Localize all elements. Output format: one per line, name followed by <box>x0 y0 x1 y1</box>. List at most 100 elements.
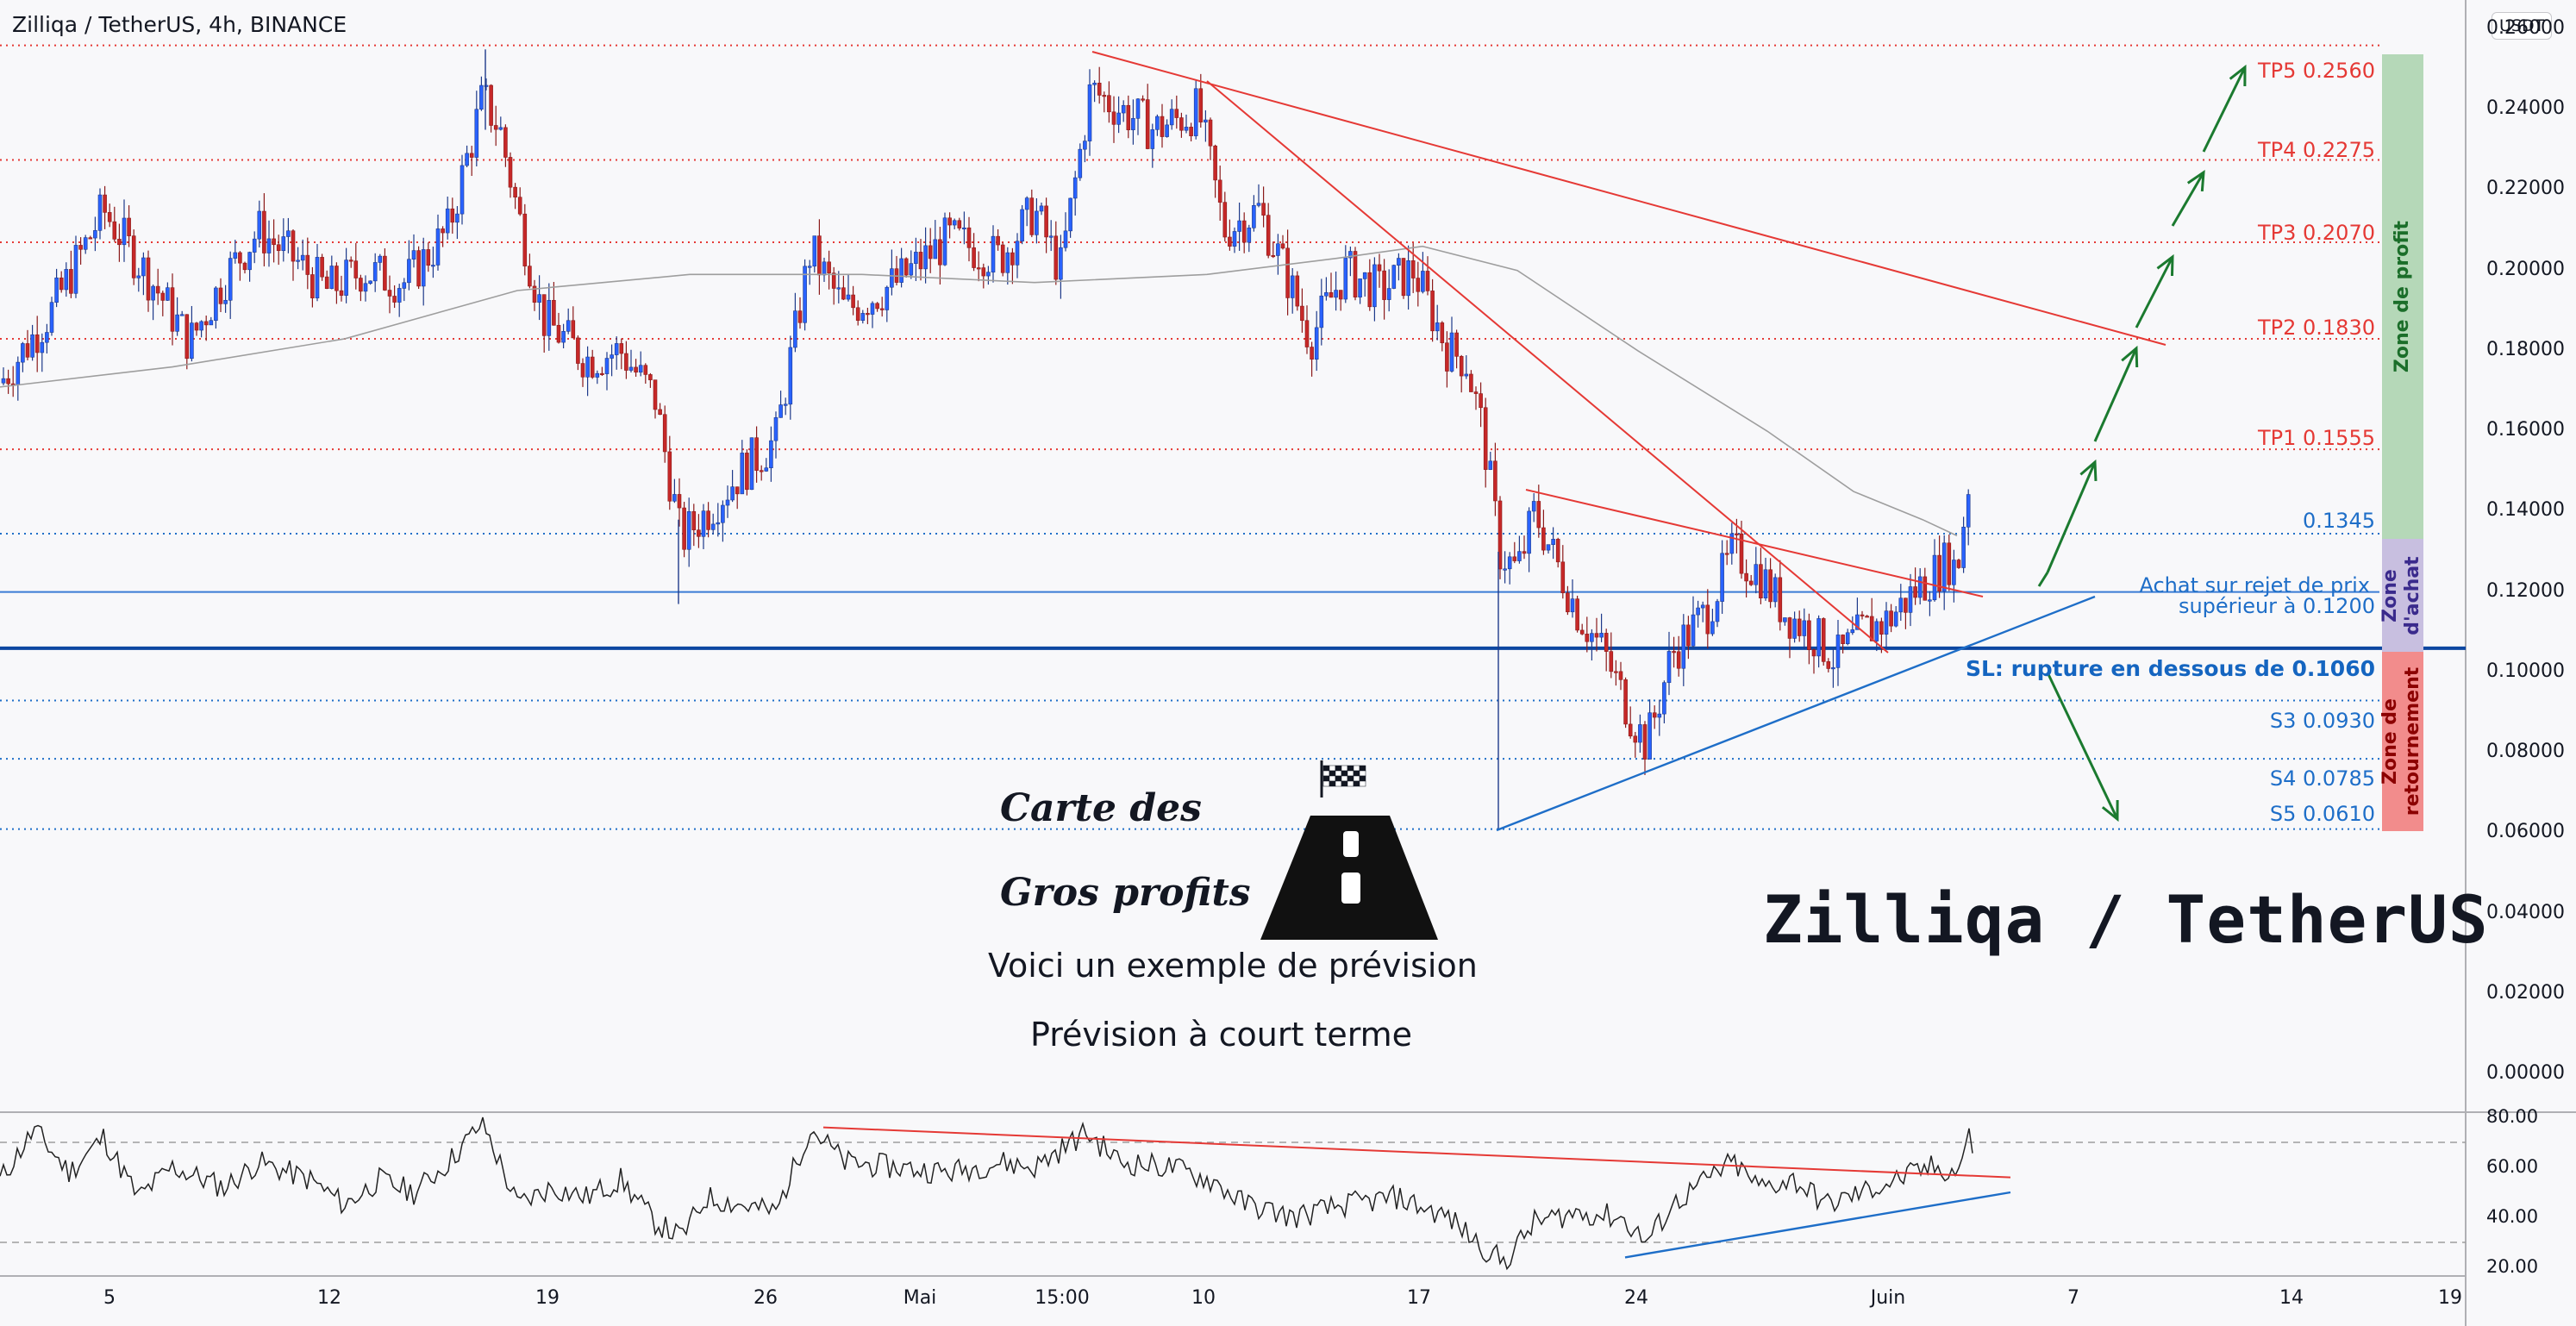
candle-body <box>585 356 590 378</box>
candle-body <box>701 510 706 537</box>
candle-body <box>1512 556 1517 561</box>
candle-body <box>1657 713 1662 718</box>
tp1-label: TP1 0.1555 <box>2257 426 2375 450</box>
candle-body <box>1768 569 1773 603</box>
candle-body <box>383 255 387 291</box>
brand-icons <box>1260 760 1438 940</box>
pair-watermark: Zilliqa / TetherUS <box>1763 881 2489 958</box>
note-line2: Prévision à court terme <box>1030 1016 1413 1054</box>
currency-badge[interactable]: USDT <box>2492 12 2553 40</box>
forecast-arrow-down-head <box>2101 799 2119 822</box>
price-tick-label: 0.10000 <box>2486 660 2565 682</box>
candle-body <box>648 374 653 380</box>
forecast-arrow-4-head <box>2186 170 2205 192</box>
candle-body <box>1932 554 1937 601</box>
candle-body <box>517 197 522 215</box>
candle-body <box>1416 278 1421 292</box>
candle-body <box>851 294 855 309</box>
candle-body <box>628 366 634 371</box>
candle-body <box>1961 526 1966 568</box>
candle-body <box>1445 342 1449 372</box>
candle-body <box>1807 620 1811 650</box>
flag-cell <box>1329 775 1336 782</box>
candle-body <box>1107 95 1111 113</box>
buy-zone: Zone d'achat <box>2379 539 2423 652</box>
s5-label: S5 0.0610 <box>2269 802 2375 826</box>
candle-body <box>329 266 335 290</box>
candle-body <box>1898 597 1904 613</box>
candle-body <box>1358 278 1362 297</box>
forecast-arrow-4 <box>2171 172 2205 227</box>
candle-body <box>122 217 127 246</box>
candle-body <box>706 510 710 530</box>
candle-body <box>1715 601 1720 622</box>
candle-body <box>1763 569 1768 599</box>
candle-body <box>1551 539 1555 545</box>
candle-body <box>1850 629 1855 634</box>
candle-body <box>812 235 817 267</box>
chart-title: Zilliqa / TetherUS, 4h, BINANCE <box>12 12 347 37</box>
candle-body <box>1362 272 1367 279</box>
candle-body <box>885 286 890 310</box>
candle-body <box>184 314 190 360</box>
candle-body <box>1189 127 1193 136</box>
candle-body <box>484 84 489 87</box>
flag-cell <box>1329 765 1336 772</box>
candle-body <box>1010 252 1015 266</box>
candle-body <box>1493 460 1497 502</box>
candle-body <box>34 334 40 353</box>
time-tick-label: 26 <box>753 1287 778 1309</box>
candle-body <box>435 228 441 266</box>
candle-body <box>1241 220 1247 243</box>
candle-body <box>1078 148 1083 178</box>
candle-body <box>131 235 136 278</box>
candle-body <box>672 494 677 502</box>
candle-body <box>441 228 445 234</box>
candle-body <box>831 272 836 289</box>
candle-body <box>1638 724 1642 743</box>
candle-body <box>1068 197 1072 232</box>
candle-body <box>1666 651 1672 684</box>
candle-body <box>1059 247 1063 280</box>
candle-body <box>310 274 315 298</box>
candle-body <box>1503 568 1507 571</box>
forecast-arrow-3-head <box>2156 253 2174 277</box>
candle-body <box>1087 84 1092 141</box>
candle-body <box>725 499 730 506</box>
candle-body <box>469 153 474 158</box>
flag-cell <box>1347 775 1354 782</box>
candle-body <box>580 363 585 378</box>
candle-body <box>305 254 310 275</box>
candle-body <box>822 261 827 276</box>
candle-body <box>455 213 460 223</box>
candle-body <box>1566 592 1570 613</box>
candle-body <box>266 238 272 253</box>
candle-body <box>503 127 508 158</box>
candle-body <box>214 287 218 321</box>
forecast-arrow-2 <box>2093 347 2138 442</box>
candle-body <box>1879 621 1884 635</box>
candle-body <box>1276 243 1280 256</box>
candle-body <box>1247 227 1252 243</box>
candle-body <box>566 320 571 332</box>
candle-body <box>1696 607 1700 616</box>
candle-body <box>1421 271 1425 292</box>
rsi-tick-label: 20.00 <box>2486 1256 2539 1277</box>
candle-body <box>1835 635 1841 668</box>
forecast-arrow-2-head <box>2121 345 2139 368</box>
candle-body <box>1517 551 1522 561</box>
candle-body <box>498 127 503 130</box>
candle-body <box>972 247 976 268</box>
candle-body <box>1705 604 1710 635</box>
candle-body <box>938 239 942 266</box>
buy-zone-label-line1: Zone <box>2379 569 2401 622</box>
candle-body <box>1917 576 1923 598</box>
level-1345-label: 0.1345 <box>2303 509 2375 533</box>
candle-body <box>1642 724 1648 760</box>
time-tick-label: 7 <box>2067 1287 2079 1309</box>
candle-body <box>1874 621 1879 641</box>
flag-cell <box>1359 780 1366 787</box>
candle-body <box>653 379 658 410</box>
candle-body <box>1937 554 1941 592</box>
